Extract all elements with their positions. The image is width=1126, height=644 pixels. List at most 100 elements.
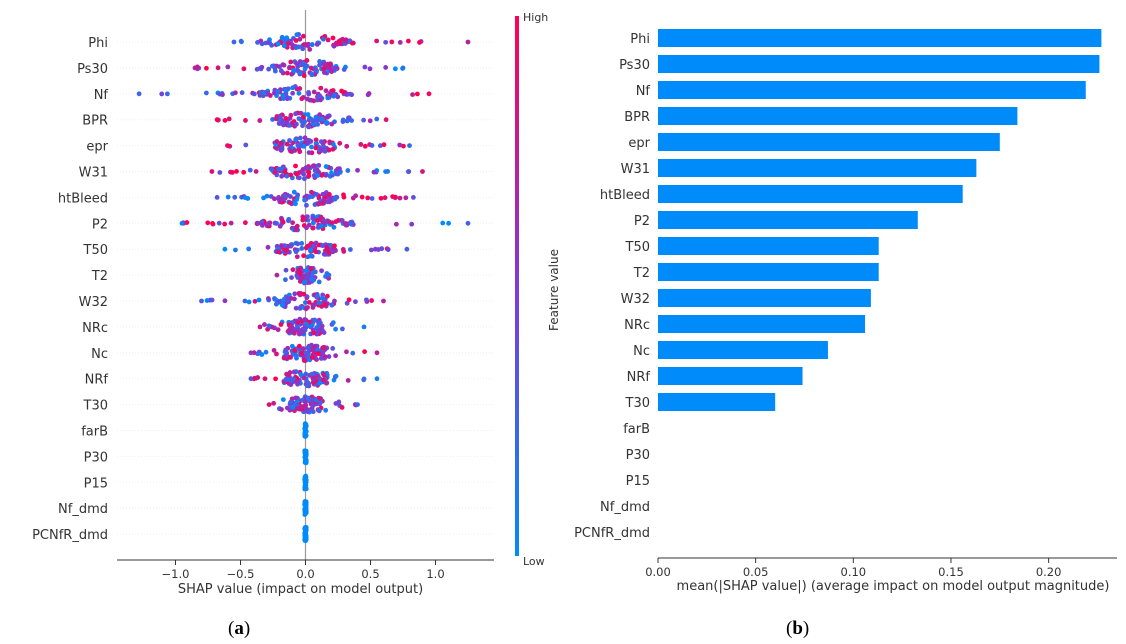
shap-dot (209, 169, 215, 174)
bar-category-label: Nf_dmd (600, 500, 650, 515)
shap-dot (383, 39, 389, 45)
shap-dot (304, 58, 310, 63)
shap-dot (400, 65, 406, 71)
shap-dot (297, 149, 303, 155)
shap-dot (288, 112, 294, 118)
shap-dot (284, 173, 290, 179)
shap-dot (308, 253, 314, 259)
shap-dot (290, 220, 295, 226)
shap-dot (242, 220, 248, 226)
shap-dot (326, 250, 332, 256)
shap-dot (199, 298, 204, 304)
feature-label: Nc (91, 347, 108, 362)
shap-dot (225, 64, 231, 70)
shap-dot (321, 70, 327, 75)
feature-label: htBleed (58, 191, 108, 206)
shap-dot (287, 65, 292, 71)
shap-dot (304, 225, 309, 231)
shap-dot (301, 375, 307, 381)
shap-dot (320, 243, 325, 249)
shap-dot (253, 169, 259, 174)
shap-dot (290, 404, 296, 410)
x-tick-label: 0.20 (1036, 565, 1062, 579)
shap-dot (383, 65, 389, 70)
shap-dot (296, 116, 302, 122)
shap-dot (306, 150, 312, 156)
shap-dot (271, 400, 277, 406)
shap-dot (272, 196, 277, 202)
shap-dot (289, 275, 294, 281)
shap-dot (389, 39, 395, 45)
shap-dot (269, 42, 275, 48)
shap-dot (294, 197, 300, 202)
shap-dot (290, 267, 296, 273)
shap-dot (300, 119, 306, 125)
shap-dot (294, 171, 299, 177)
shap-dot (322, 148, 328, 154)
shap-dot (313, 249, 319, 255)
shap-dot (361, 117, 367, 123)
shap-dot (247, 167, 253, 173)
feature-label: Ps30 (77, 62, 108, 77)
shap-dot (159, 91, 165, 97)
shap-dot (204, 298, 210, 303)
shap-dot (272, 65, 278, 71)
shap-dot (330, 146, 336, 152)
shap-dot (222, 221, 228, 227)
shap-dot (229, 170, 235, 175)
bar-category-label: PCNfR_dmd (574, 526, 650, 541)
shap-dot (320, 36, 326, 42)
x-tick-label: 0.10 (841, 565, 867, 579)
shap-dot (275, 327, 281, 333)
shap-dot (304, 423, 309, 428)
shap-dot (232, 194, 238, 200)
shap-dot (277, 114, 283, 120)
shap-dot (350, 350, 356, 356)
shap-dot (331, 224, 337, 230)
shap-dot (368, 247, 374, 253)
shap-dot (298, 70, 303, 76)
shap-dot (259, 41, 265, 47)
shap-dot (409, 221, 415, 227)
shap-dot (316, 407, 321, 413)
shap-dot (293, 249, 299, 255)
shap-dot (305, 169, 311, 175)
shap-dot (272, 169, 278, 175)
feature-label: BPR (82, 114, 108, 129)
shap-dot (315, 121, 321, 127)
shap-dot (231, 39, 237, 45)
shap-dot (296, 291, 302, 296)
shap-dot (369, 298, 375, 303)
shap-dot (311, 220, 316, 226)
shap-dot (293, 395, 298, 401)
shap-dot (374, 376, 380, 382)
shap-dot (407, 143, 412, 149)
shap-dot (284, 405, 290, 411)
shap-dot (306, 91, 312, 97)
shap-dot (293, 201, 298, 207)
shap-dot (301, 143, 307, 149)
shap-dot (256, 220, 261, 226)
shap-dot (284, 96, 290, 102)
shap-dot (314, 41, 320, 47)
shap-dot (305, 345, 311, 351)
shap-dot (291, 330, 297, 336)
shap-dot (326, 147, 332, 153)
shap-dot (378, 195, 384, 201)
shap-dot (315, 328, 321, 334)
shap-dot (243, 118, 248, 123)
shap-dot (300, 114, 306, 120)
shap-dot (346, 297, 352, 303)
shap-dot (301, 73, 307, 79)
x-tick-label: 0.00 (645, 565, 671, 579)
shap-dot (323, 171, 329, 177)
shap-dot (465, 39, 471, 45)
shap-dot (302, 317, 308, 322)
shap-dot (273, 301, 279, 307)
shap-dot (301, 171, 306, 177)
shap-dot (321, 372, 327, 378)
shap-dot (286, 41, 291, 46)
shap-dot (309, 397, 314, 402)
shap-dot (315, 351, 321, 357)
